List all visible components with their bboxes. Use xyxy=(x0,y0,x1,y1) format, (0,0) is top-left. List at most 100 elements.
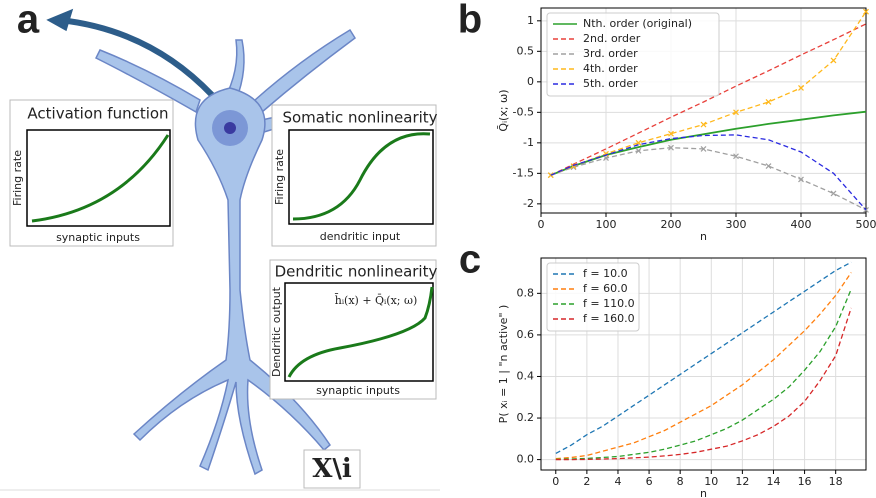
inset-ylabel: Firing rate xyxy=(11,150,24,206)
legend-label: 4th. order xyxy=(583,62,638,75)
inset-ylabel: Dendritic output xyxy=(270,286,283,377)
y-tick-label: 0.2 xyxy=(517,411,535,424)
x-tick-label: 12 xyxy=(735,475,749,488)
marker xyxy=(798,176,804,183)
y-tick-label: 0.8 xyxy=(517,286,535,299)
x-tick-label: 200 xyxy=(661,218,682,231)
plot-frame xyxy=(540,7,867,214)
series-line xyxy=(550,134,867,211)
x-tick-label: 500 xyxy=(856,218,876,231)
inset-title: Somatic nonlinearity xyxy=(282,109,437,127)
legend-box xyxy=(546,12,720,97)
dendrite xyxy=(94,49,201,114)
x-axis-label: n xyxy=(700,230,707,243)
legend-label: 2nd. order xyxy=(583,32,641,45)
axon xyxy=(59,17,215,98)
inset: Activation function Firing rate synaptic… xyxy=(9,99,174,247)
x-axis-label: n xyxy=(700,487,707,498)
marker xyxy=(603,155,609,162)
soma-trunk xyxy=(132,87,331,476)
y-axis-label: P( xᵢ = 1 | "n active" ) xyxy=(497,305,510,424)
inset-formula: h̄ᵢ(x) + Q̄ᵢ(x; ω) xyxy=(334,294,417,307)
marker xyxy=(765,163,772,169)
legend-label: f = 10.0 xyxy=(583,267,628,280)
y-tick-label: -0.5 xyxy=(513,105,534,118)
dendrite xyxy=(222,39,245,101)
panel-label: a xyxy=(17,0,40,42)
plot-frame xyxy=(540,257,867,471)
legend-label: 3rd. order xyxy=(583,47,638,60)
panel-label: c xyxy=(459,238,481,282)
marker xyxy=(830,57,837,64)
legend-label: f = 160.0 xyxy=(583,312,635,325)
dendrite xyxy=(254,28,357,114)
legend-label: f = 60.0 xyxy=(583,282,628,295)
inset-xlabel: synaptic inputs xyxy=(316,384,400,397)
neuron xyxy=(46,8,357,476)
marker xyxy=(798,85,804,91)
inset-axes xyxy=(284,282,434,382)
marker xyxy=(547,172,554,179)
inset-curve xyxy=(292,132,431,221)
marker xyxy=(700,146,707,152)
y-tick-label: 0.4 xyxy=(517,369,535,382)
panel-label: b xyxy=(458,0,482,42)
x-tick-label: 10 xyxy=(704,475,718,488)
x-tick-label: 0 xyxy=(552,475,559,488)
y-tick-label: 1 xyxy=(527,14,534,27)
marker xyxy=(668,130,674,137)
x-tick-label: 6 xyxy=(646,475,653,488)
marker xyxy=(733,109,739,116)
x-tick-label: 2 xyxy=(583,475,590,488)
x-tick-label: 8 xyxy=(677,475,684,488)
inset-xlabel: dendritic input xyxy=(320,230,401,243)
series-line xyxy=(555,307,852,461)
marker xyxy=(863,8,869,15)
marker xyxy=(635,139,642,146)
x-tick-label: 16 xyxy=(798,475,812,488)
series-line xyxy=(555,288,852,461)
legend-label: Nth. order (original) xyxy=(583,17,692,30)
inset-xlabel: synaptic inputs xyxy=(56,231,140,244)
x-tick-label: 400 xyxy=(791,218,812,231)
x-tick-label: 300 xyxy=(726,218,747,231)
input-box xyxy=(303,449,361,489)
x-tick-label: 18 xyxy=(829,475,843,488)
x-tick-label: 0 xyxy=(538,218,545,231)
y-tick-label: 0.0 xyxy=(517,453,535,466)
y-tick-label: 0.6 xyxy=(517,328,535,341)
inset: Somatic nonlinearity Firing rate dendrit… xyxy=(271,104,438,247)
inset: Dendritic nonlinearity h̄ᵢ(x) + Q̄ᵢ(x; ω… xyxy=(269,259,438,400)
input-label: X\i xyxy=(312,454,352,484)
y-axis-label: Q̄ᵢ(x; ω) xyxy=(497,89,510,131)
marker xyxy=(830,190,837,197)
axon-arrow xyxy=(46,8,74,32)
inset-axes xyxy=(26,129,171,227)
inset-curve xyxy=(31,134,170,223)
marker xyxy=(635,147,642,154)
legend-label: f = 110.0 xyxy=(583,297,635,310)
x-tick-label: 14 xyxy=(766,475,780,488)
marker xyxy=(765,99,772,105)
y-tick-label: -1 xyxy=(523,136,534,149)
x-tick-label: 100 xyxy=(596,218,617,231)
series-line xyxy=(555,261,852,454)
series-line xyxy=(555,272,852,460)
y-tick-label: -2 xyxy=(523,197,534,210)
legend-label: 5th. order xyxy=(583,77,638,90)
marker xyxy=(733,153,739,160)
marker xyxy=(668,144,674,151)
inset-title: Activation function xyxy=(27,105,168,123)
legend-box xyxy=(546,262,640,332)
series-line xyxy=(550,110,867,177)
y-tick-label: 0 xyxy=(527,75,534,88)
inset-ylabel: Firing rate xyxy=(273,149,286,205)
nucleolus xyxy=(224,122,236,134)
y-tick-label: -1.5 xyxy=(513,166,534,179)
inset-title: Dendritic nonlinearity xyxy=(275,263,438,281)
marker xyxy=(700,121,707,128)
x-tick-label: 4 xyxy=(614,475,621,488)
series-line xyxy=(550,23,867,176)
inset-curve xyxy=(287,286,434,378)
